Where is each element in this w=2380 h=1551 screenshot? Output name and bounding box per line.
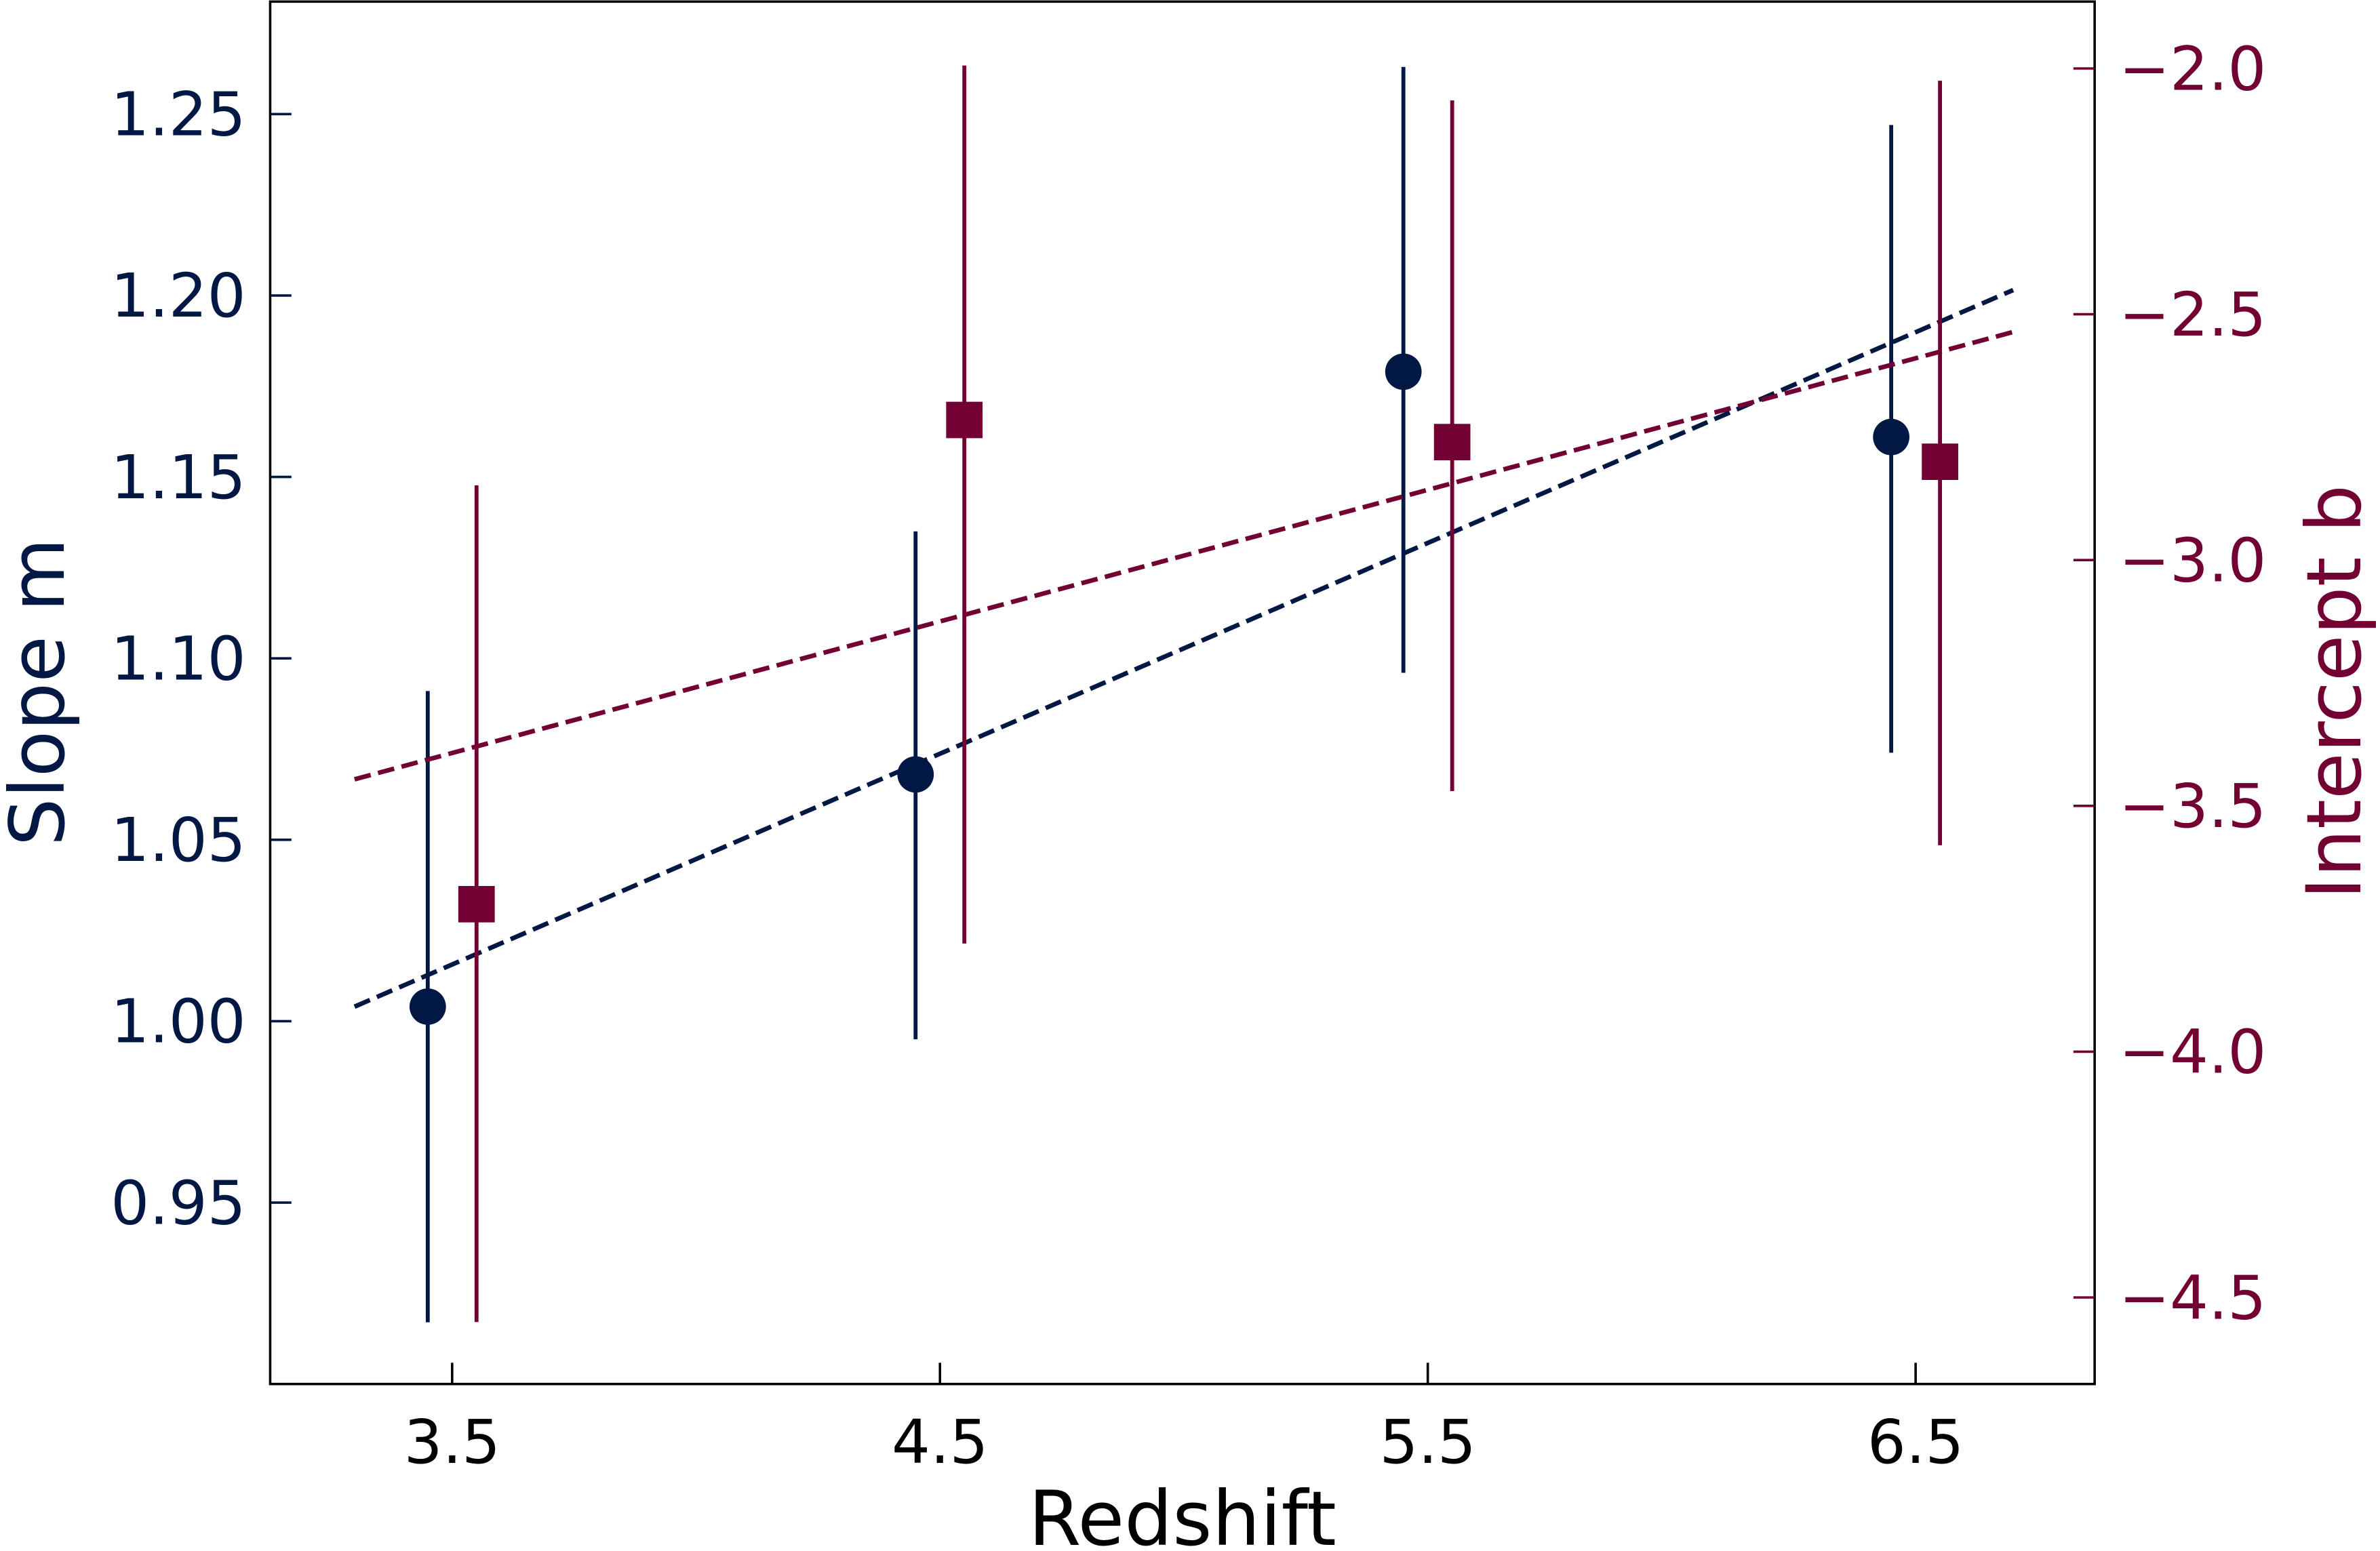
- x-tick-label: 5.5: [1379, 1407, 1475, 1478]
- slope-point: [897, 756, 934, 793]
- intercept-point: [458, 885, 495, 923]
- y-right-tick-label: −4.0: [2119, 1018, 2266, 1088]
- slope-point: [409, 988, 446, 1025]
- y-left-tick-label: 1.25: [111, 80, 245, 150]
- y-right-tick-label: −3.0: [2119, 526, 2266, 597]
- y-right-tick-label: −4.5: [2119, 1263, 2266, 1333]
- x-tick-label: 6.5: [1867, 1407, 1964, 1478]
- y-left-axis-label: Slope m: [0, 538, 82, 846]
- y-right-axis-label: Intercept b: [2290, 485, 2379, 900]
- slope-point: [1385, 353, 1422, 390]
- intercept-point: [1922, 443, 1958, 481]
- plot-frame: [269, 0, 2096, 1386]
- y-right-tick-label: −2.5: [2119, 280, 2266, 350]
- y-left-tick-label: 1.00: [111, 987, 245, 1058]
- intercept-point: [1433, 424, 1471, 461]
- intercept-point: [946, 401, 983, 439]
- y-left-tick-label: 0.95: [111, 1168, 245, 1238]
- y-left-tick-label: 1.15: [111, 443, 245, 513]
- y-right-tick-label: −2.0: [2119, 34, 2266, 104]
- y-right-tick-label: −3.5: [2119, 771, 2266, 842]
- y-left-tick-label: 1.05: [111, 805, 245, 876]
- y-left-tick-label: 1.20: [111, 261, 245, 331]
- x-tick-label: 4.5: [892, 1407, 988, 1478]
- slope-fit-line: [353, 287, 2015, 1009]
- intercept-fit-line: [354, 329, 2014, 782]
- x-axis-label: Redshift: [1029, 1475, 1336, 1551]
- x-tick-label: 3.5: [404, 1407, 500, 1478]
- y-left-tick-label: 1.10: [111, 624, 245, 694]
- slope-point: [1873, 418, 1910, 456]
